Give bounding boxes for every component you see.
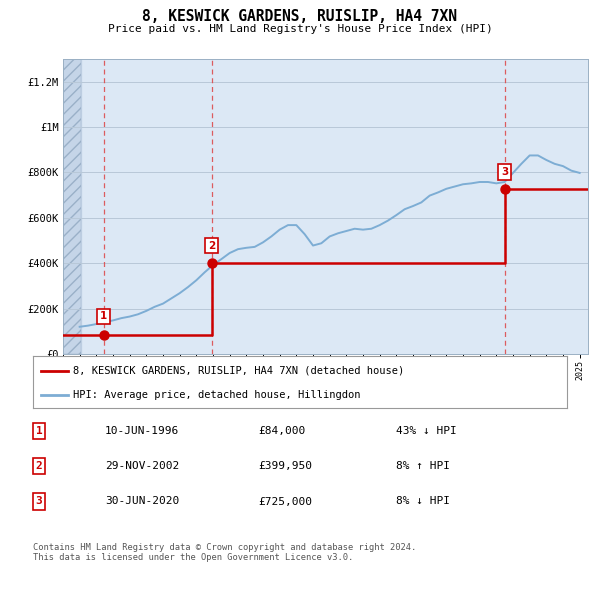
- Text: HPI: Average price, detached house, Hillingdon: HPI: Average price, detached house, Hill…: [73, 391, 361, 400]
- Text: 8, KESWICK GARDENS, RUISLIP, HA4 7XN (detached house): 8, KESWICK GARDENS, RUISLIP, HA4 7XN (de…: [73, 366, 404, 376]
- Text: 43% ↓ HPI: 43% ↓ HPI: [396, 426, 457, 435]
- Text: 1: 1: [35, 426, 43, 435]
- Text: 2: 2: [35, 461, 43, 471]
- Text: 3: 3: [35, 497, 43, 506]
- Text: 10-JUN-1996: 10-JUN-1996: [105, 426, 179, 435]
- Text: 30-JUN-2020: 30-JUN-2020: [105, 497, 179, 506]
- Text: £84,000: £84,000: [258, 426, 305, 435]
- Text: 29-NOV-2002: 29-NOV-2002: [105, 461, 179, 471]
- Text: 8% ↓ HPI: 8% ↓ HPI: [396, 497, 450, 506]
- Text: Contains HM Land Registry data © Crown copyright and database right 2024.
This d: Contains HM Land Registry data © Crown c…: [33, 543, 416, 562]
- Text: £399,950: £399,950: [258, 461, 312, 471]
- Bar: [63, 59, 81, 354]
- Text: Price paid vs. HM Land Registry's House Price Index (HPI): Price paid vs. HM Land Registry's House …: [107, 24, 493, 34]
- Text: 1: 1: [100, 312, 107, 322]
- Text: 8, KESWICK GARDENS, RUISLIP, HA4 7XN: 8, KESWICK GARDENS, RUISLIP, HA4 7XN: [143, 9, 458, 24]
- Text: 8% ↑ HPI: 8% ↑ HPI: [396, 461, 450, 471]
- Text: 3: 3: [501, 167, 508, 177]
- Text: 2: 2: [208, 241, 215, 251]
- Text: £725,000: £725,000: [258, 497, 312, 506]
- Bar: [63, 59, 81, 354]
